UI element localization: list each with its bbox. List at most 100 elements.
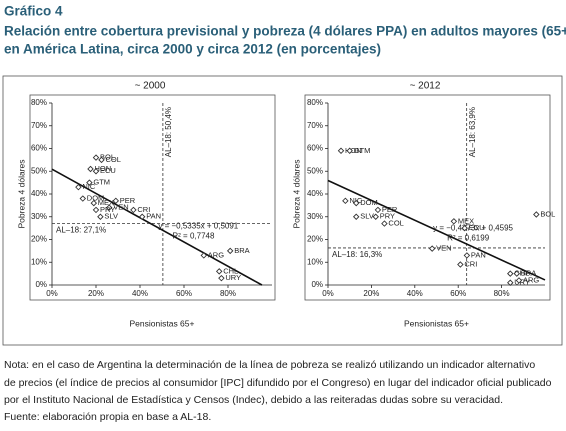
- point-label: PAN: [471, 250, 486, 259]
- point-label: CHL: [514, 269, 529, 278]
- x-tick-label: 60%: [176, 289, 192, 298]
- point: [75, 183, 82, 191]
- title: Relación entre cobertura previsional y p…: [4, 24, 566, 39]
- figure-label: Gráfico 4: [4, 4, 63, 19]
- point-label: ARG: [523, 275, 539, 284]
- point: [86, 179, 93, 186]
- point-label: BOL: [100, 153, 115, 162]
- reference-label: AL–18: 16,3%: [332, 250, 382, 259]
- point: [457, 261, 464, 268]
- y-axis-title: Pobreza 4 dólares: [16, 160, 26, 229]
- point: [105, 204, 113, 211]
- point: [92, 206, 100, 214]
- y-tick-label: 20%: [307, 235, 323, 244]
- point-label: VEN: [436, 244, 451, 253]
- point: [428, 245, 436, 252]
- point-label: GTM: [93, 178, 110, 187]
- y-tick-label: 10%: [31, 257, 47, 266]
- point-label: PAN: [146, 212, 161, 221]
- y-tick-label: 70%: [31, 121, 47, 130]
- point: [130, 206, 137, 214]
- source: Fuente: elaboración propia en base a AL-…: [4, 411, 211, 423]
- x-axis-title: Pensionistas 65+: [404, 318, 469, 328]
- y-tick-label: 30%: [31, 212, 47, 221]
- y-tick-label: 0%: [311, 280, 323, 289]
- point-label: BRA: [234, 246, 249, 255]
- y-tick-label: 40%: [31, 189, 47, 198]
- subtitle: ~ 2000: [135, 81, 166, 92]
- frame: [2, 75, 563, 346]
- y-tick-label: 30%: [307, 212, 323, 221]
- point: [92, 168, 100, 175]
- point: [381, 220, 388, 227]
- point-label: PRY: [100, 205, 115, 214]
- trend-r2: R² = 0,7748: [172, 231, 215, 240]
- y-tick-label: 60%: [31, 144, 47, 153]
- point-label: CRI: [464, 260, 477, 269]
- y-tick-label: 10%: [307, 257, 323, 266]
- y-tick-label: 60%: [307, 144, 323, 153]
- point: [450, 218, 458, 225]
- y-tick-label: 50%: [31, 166, 47, 175]
- point: [226, 247, 234, 255]
- note: por el Instituto Nacional de Estadística…: [4, 394, 503, 406]
- point-label: CRI: [137, 205, 150, 214]
- point-label: HON: [345, 146, 362, 155]
- point: [79, 195, 87, 202]
- y-tick-label: 0%: [35, 280, 47, 289]
- point-label: ARG: [208, 250, 224, 259]
- point: [138, 213, 146, 220]
- point: [200, 252, 208, 259]
- point-label: DOM: [87, 194, 105, 203]
- point: [87, 165, 94, 173]
- point-label: SLV: [360, 212, 374, 221]
- point: [90, 199, 98, 207]
- point: [461, 224, 468, 232]
- point: [342, 197, 349, 205]
- point: [98, 156, 105, 164]
- y-tick-label: 80%: [31, 98, 47, 107]
- point-label: NIC: [82, 182, 96, 191]
- y-tick-label: 20%: [31, 235, 47, 244]
- point-label: PER: [120, 196, 136, 205]
- point-label: URY: [225, 273, 241, 282]
- x-tick-label: 80%: [220, 289, 236, 298]
- note: de precios (el índice de precios al cons…: [4, 377, 552, 389]
- y-tick-label: 50%: [307, 166, 323, 175]
- y-tick-label: 40%: [307, 189, 323, 198]
- trend-equation: y = −0,5335x + 0,5091: [158, 221, 238, 230]
- point: [337, 147, 345, 155]
- point: [112, 197, 120, 205]
- note: Nota: en el caso de Argentina la determi…: [4, 359, 535, 371]
- x-tick-label: 20%: [363, 289, 379, 298]
- point-label: COL: [106, 155, 121, 164]
- subtitle: ~ 2012: [410, 81, 441, 92]
- point-label: ECU: [469, 223, 485, 232]
- point-label: MEX: [98, 198, 114, 207]
- point: [215, 268, 223, 275]
- point-label: DOM: [360, 198, 378, 207]
- point-label: CHL: [223, 266, 238, 275]
- x-tick-label: 40%: [132, 289, 148, 298]
- point-label: SLV: [104, 212, 118, 221]
- point-label: COL: [388, 219, 403, 228]
- point: [346, 147, 353, 155]
- x-tick-label: 20%: [88, 289, 104, 298]
- point: [352, 213, 360, 220]
- x-axis-title: Pensionistas 65+: [130, 318, 195, 328]
- x-tick-label: 0%: [322, 289, 334, 298]
- point-label: PER: [382, 205, 398, 214]
- plot-box: [304, 94, 551, 301]
- point-label: BOL: [540, 209, 555, 218]
- point: [218, 274, 225, 282]
- trend-equation: y = −0,4373x + 0,4595: [433, 223, 513, 232]
- point-label: ECU: [100, 166, 116, 175]
- trend-line: [51, 168, 263, 286]
- x-tick-label: 80%: [494, 289, 510, 298]
- point-label: MEX: [458, 216, 474, 225]
- point: [507, 279, 514, 286]
- point-label: PRY: [380, 212, 395, 221]
- point: [463, 252, 471, 259]
- trend-line: [327, 179, 546, 281]
